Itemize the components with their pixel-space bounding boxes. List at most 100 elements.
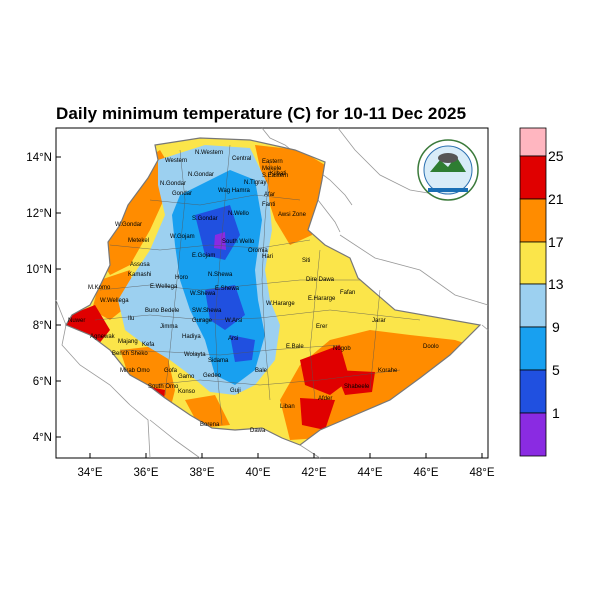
zone-label: Oromia bbox=[248, 248, 268, 254]
zone-label: Jarar bbox=[372, 318, 386, 324]
zone-label: Borena bbox=[200, 422, 220, 428]
zone-label: E.Gojam bbox=[192, 253, 215, 259]
zone-label: Sidama bbox=[208, 358, 229, 364]
zone-label: Eastern bbox=[262, 159, 283, 165]
zone-label: Bale bbox=[255, 368, 268, 374]
zone-label: Fafan bbox=[340, 290, 355, 296]
zone-label: Jimma bbox=[160, 324, 178, 330]
zone-label: W.Hararge bbox=[266, 301, 295, 307]
zone-label: Doolo bbox=[423, 344, 439, 350]
colorbar bbox=[519, 127, 547, 457]
zone-label: Gondar bbox=[172, 191, 192, 197]
zone-label: W.Wellega bbox=[100, 298, 129, 304]
map-title: Daily minimum temperature (C) for 10-11 … bbox=[56, 104, 467, 123]
colorbar-label: 1 bbox=[552, 405, 560, 421]
zone-label: Afder bbox=[318, 396, 332, 402]
x-tick-label: 42°E bbox=[301, 467, 326, 479]
y-tick-label: 12°N bbox=[26, 208, 52, 220]
colorbar-bin bbox=[519, 369, 547, 414]
zone-label: Hari bbox=[262, 254, 273, 260]
zone-label: Dawa bbox=[250, 428, 266, 434]
zone-label: Dire Dawa bbox=[306, 277, 335, 283]
zone-label: E.Bale bbox=[286, 344, 304, 350]
zone-label: N.Tigray bbox=[244, 180, 266, 186]
x-tick-label: 44°E bbox=[357, 467, 382, 479]
zone-label: Wolayta bbox=[184, 352, 206, 358]
y-tick-label: 4°N bbox=[33, 432, 52, 444]
zone-label: Erer bbox=[316, 324, 327, 330]
colorbar-bin bbox=[519, 127, 547, 157]
zone-label: Shabeele bbox=[344, 384, 370, 390]
zone-label: Gofa bbox=[164, 368, 178, 374]
zone-label: Kefa bbox=[142, 342, 155, 348]
zone-label: Konso bbox=[178, 389, 196, 395]
x-tick-label: 36°E bbox=[133, 467, 158, 479]
zone-label: SW.Shewa bbox=[192, 308, 222, 314]
country-borders bbox=[55, 127, 489, 459]
colorbar-label: 13 bbox=[548, 276, 564, 292]
x-tick-label: 34°E bbox=[77, 467, 102, 479]
zone-label: N.Gondar bbox=[160, 181, 186, 187]
zone-label: N.Gondar bbox=[188, 172, 214, 178]
zone-label: Bench Sheko bbox=[112, 351, 148, 357]
zone-boundaries bbox=[94, 144, 421, 426]
zone-label: Guji bbox=[230, 388, 241, 394]
zone-label: Wag Hamra bbox=[218, 188, 250, 194]
zone-label: M.Komo bbox=[88, 285, 111, 291]
zone-label: Ilu bbox=[128, 316, 134, 322]
zone-label: Nuwer bbox=[68, 318, 85, 324]
colorbar-label: 21 bbox=[548, 191, 564, 207]
zone-label: Afar bbox=[264, 192, 275, 198]
zone-label: Gurage bbox=[192, 318, 213, 324]
x-tick-label: 46°E bbox=[413, 467, 438, 479]
zone-label: N.Wello bbox=[228, 211, 250, 217]
colorbar-label: 25 bbox=[548, 148, 564, 164]
zone-label: Kamashi bbox=[128, 272, 151, 278]
zone-label: Siti bbox=[302, 258, 310, 264]
zone-label: Kilbati bbox=[270, 171, 286, 177]
colorbar-label: 5 bbox=[552, 362, 560, 378]
zone-label: Metekel bbox=[128, 238, 149, 244]
axis-ticks bbox=[56, 156, 483, 458]
zone-label: Agnewak bbox=[90, 334, 116, 340]
x-tick-label: 38°E bbox=[189, 467, 214, 479]
zone-labels: Western N.Western Central Eastern Mekele… bbox=[68, 150, 439, 434]
colorbar-bin bbox=[519, 155, 547, 200]
zone-label: South Wello bbox=[222, 239, 255, 245]
x-tick-label: 40°E bbox=[245, 467, 270, 479]
zone-label: South Omo bbox=[148, 384, 179, 390]
ethiopia-outline bbox=[65, 137, 482, 446]
zone-label: E.Shewa bbox=[215, 286, 240, 292]
colorbar-label: 17 bbox=[548, 234, 564, 250]
colorbar-bin bbox=[519, 283, 547, 328]
zone-label: Assosa bbox=[130, 262, 150, 268]
colorbar-bin bbox=[519, 326, 547, 371]
zone-label: S.Gondar bbox=[192, 216, 218, 222]
zone-label: Liban bbox=[280, 404, 295, 410]
y-tick-label: 6°N bbox=[33, 376, 52, 388]
zone-label: Mirab Omo bbox=[120, 368, 150, 374]
zone-label: S.Eastern bbox=[262, 173, 288, 179]
institute-logo bbox=[417, 139, 479, 201]
zone-label: N.Shewa bbox=[208, 272, 233, 278]
zone-label: Central bbox=[232, 156, 251, 162]
zone-label: Horo bbox=[175, 275, 189, 281]
colorbar-bin bbox=[519, 412, 547, 457]
zone-label: W.Gondar bbox=[115, 222, 142, 228]
y-tick-label: 14°N bbox=[26, 152, 52, 164]
zone-label: Gedeo bbox=[203, 373, 222, 379]
y-tick-label: 10°N bbox=[26, 264, 52, 276]
colorbar-bin bbox=[519, 198, 547, 243]
y-tick-label: 8°N bbox=[33, 320, 52, 332]
zone-label: Majang bbox=[118, 339, 138, 345]
zone-label: Buno Bedele bbox=[145, 308, 180, 314]
colorbar-bin bbox=[519, 241, 547, 285]
zone-label: E.Wellega bbox=[150, 284, 178, 290]
zone-label: Gamo bbox=[178, 374, 195, 380]
zone-label: W.Gojam bbox=[170, 234, 195, 240]
x-tick-label: 48°E bbox=[469, 467, 494, 479]
zone-label: Mekele bbox=[262, 166, 282, 172]
colorbar-label: 9 bbox=[552, 319, 560, 335]
zone-label: Western bbox=[165, 158, 187, 164]
